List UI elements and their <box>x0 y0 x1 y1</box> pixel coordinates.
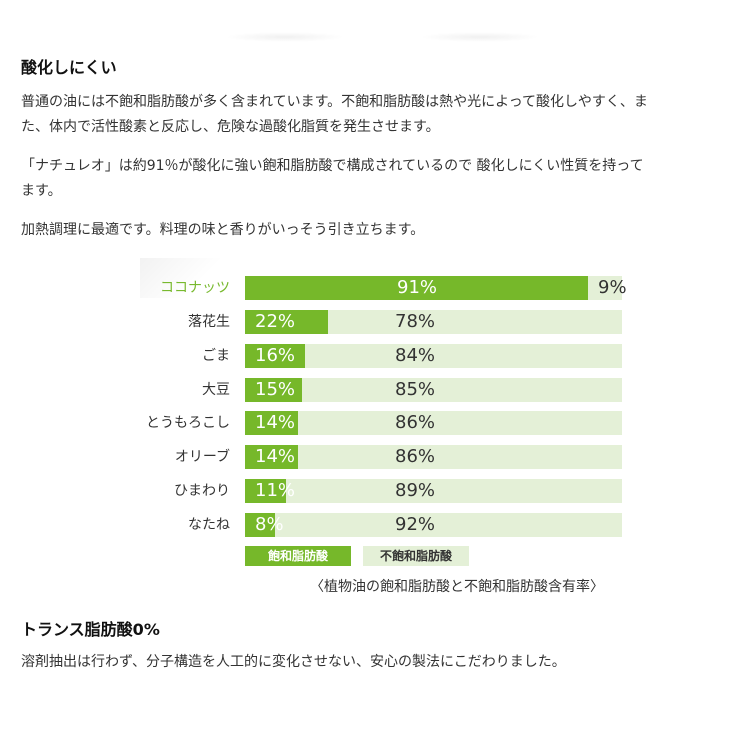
fatty-acid-chart: ココナッツ 91% 9% 落花生 22% 78% ごま 16% 84% 大豆 15% 85% とうもろこ… <box>0 258 729 598</box>
bar-track: 14% 86% <box>245 445 622 469</box>
value-unsaturated: 86% <box>395 412 436 433</box>
bar-saturated <box>245 411 298 435</box>
chart-glow <box>140 258 240 298</box>
paragraph-extraction: 溶剤抽出は行わず、分子構造を人工的に変化させない、安心の製法にこだわりました。 <box>21 654 566 670</box>
value-unsaturated: 9% <box>598 277 627 298</box>
bar-track: 8% 92% <box>245 513 622 537</box>
paragraph-line: 普通の油には不飽和脂肪酸が多く含まれています。不飽和脂肪酸は熱や光によって酸化し… <box>21 94 648 110</box>
value-unsaturated: 84% <box>395 345 436 366</box>
category-label: とうもろこし <box>146 415 230 431</box>
bar-saturated <box>245 378 302 402</box>
paragraph-line: ます。 <box>21 183 62 199</box>
category-label: ココナッツ <box>160 280 230 296</box>
category-label: なたね <box>188 517 230 533</box>
value-saturated: 15% <box>255 379 296 400</box>
category-label: ひまわり <box>174 483 230 499</box>
value-unsaturated: 92% <box>395 514 436 535</box>
bar-track: 11% 89% <box>245 479 622 503</box>
category-label: オリーブ <box>174 449 230 465</box>
value-unsaturated: 86% <box>395 446 436 467</box>
bar-saturated <box>245 310 328 334</box>
paragraph-line: 「ナチュレオ」は約91％が酸化に強い飽和脂肪酸で構成されているので 酸化しにくい… <box>21 158 644 174</box>
bar-saturated <box>245 513 275 537</box>
paragraph-cooking: 加熱調理に最適です。料理の味と香りがいっそう引き立ちます。 <box>21 222 425 238</box>
value-unsaturated: 85% <box>395 379 436 400</box>
bar-saturated <box>245 344 305 368</box>
legend-unsaturated: 不飽和脂肪酸 <box>363 546 469 566</box>
top-shadow-right <box>420 32 540 42</box>
section-heading-trans-fat: トランス脂肪酸0% <box>21 620 160 639</box>
value-saturated: 16% <box>255 345 296 366</box>
value-unsaturated: 89% <box>395 480 436 501</box>
category-label: 落花生 <box>188 314 230 330</box>
value-saturated: 8% <box>255 514 284 535</box>
bar-saturated <box>245 445 298 469</box>
value-saturated: 91% <box>397 277 438 298</box>
bar-track: 15% 85% <box>245 378 622 402</box>
paragraph-line: た、体内で活性酸素と反応し、危険な過酸化脂質を発生させます。 <box>21 119 440 135</box>
top-shadow-left <box>225 32 345 42</box>
value-saturated: 22% <box>255 311 296 332</box>
bar-track: 22% 78% <box>245 310 622 334</box>
value-saturated: 11% <box>255 480 296 501</box>
bar-track: 16% 84% <box>245 344 622 368</box>
category-label: 大豆 <box>202 382 230 398</box>
paragraph-unsaturated-fat: 普通の油には不飽和脂肪酸が多く含まれています。不飽和脂肪酸は熱や光によって酸化し… <box>21 90 729 140</box>
section-heading-oxidation: 酸化しにくい <box>21 58 117 77</box>
value-saturated: 14% <box>255 446 296 467</box>
bar-track: 91% 9% <box>245 276 627 300</box>
value-unsaturated: 78% <box>395 311 436 332</box>
paragraph-natureo: 「ナチュレオ」は約91％が酸化に強い飽和脂肪酸で構成されているので 酸化しにくい… <box>21 154 729 204</box>
category-label: ごま <box>202 348 230 364</box>
value-saturated: 14% <box>255 412 296 433</box>
bar-saturated <box>245 276 588 300</box>
chart-caption: 〈植物油の飽和脂肪酸と不飽和脂肪酸含有率〉 <box>310 579 604 595</box>
bar-saturated <box>245 479 286 503</box>
bar-track: 14% 86% <box>245 411 622 435</box>
legend-saturated: 飽和脂肪酸 <box>245 546 351 566</box>
